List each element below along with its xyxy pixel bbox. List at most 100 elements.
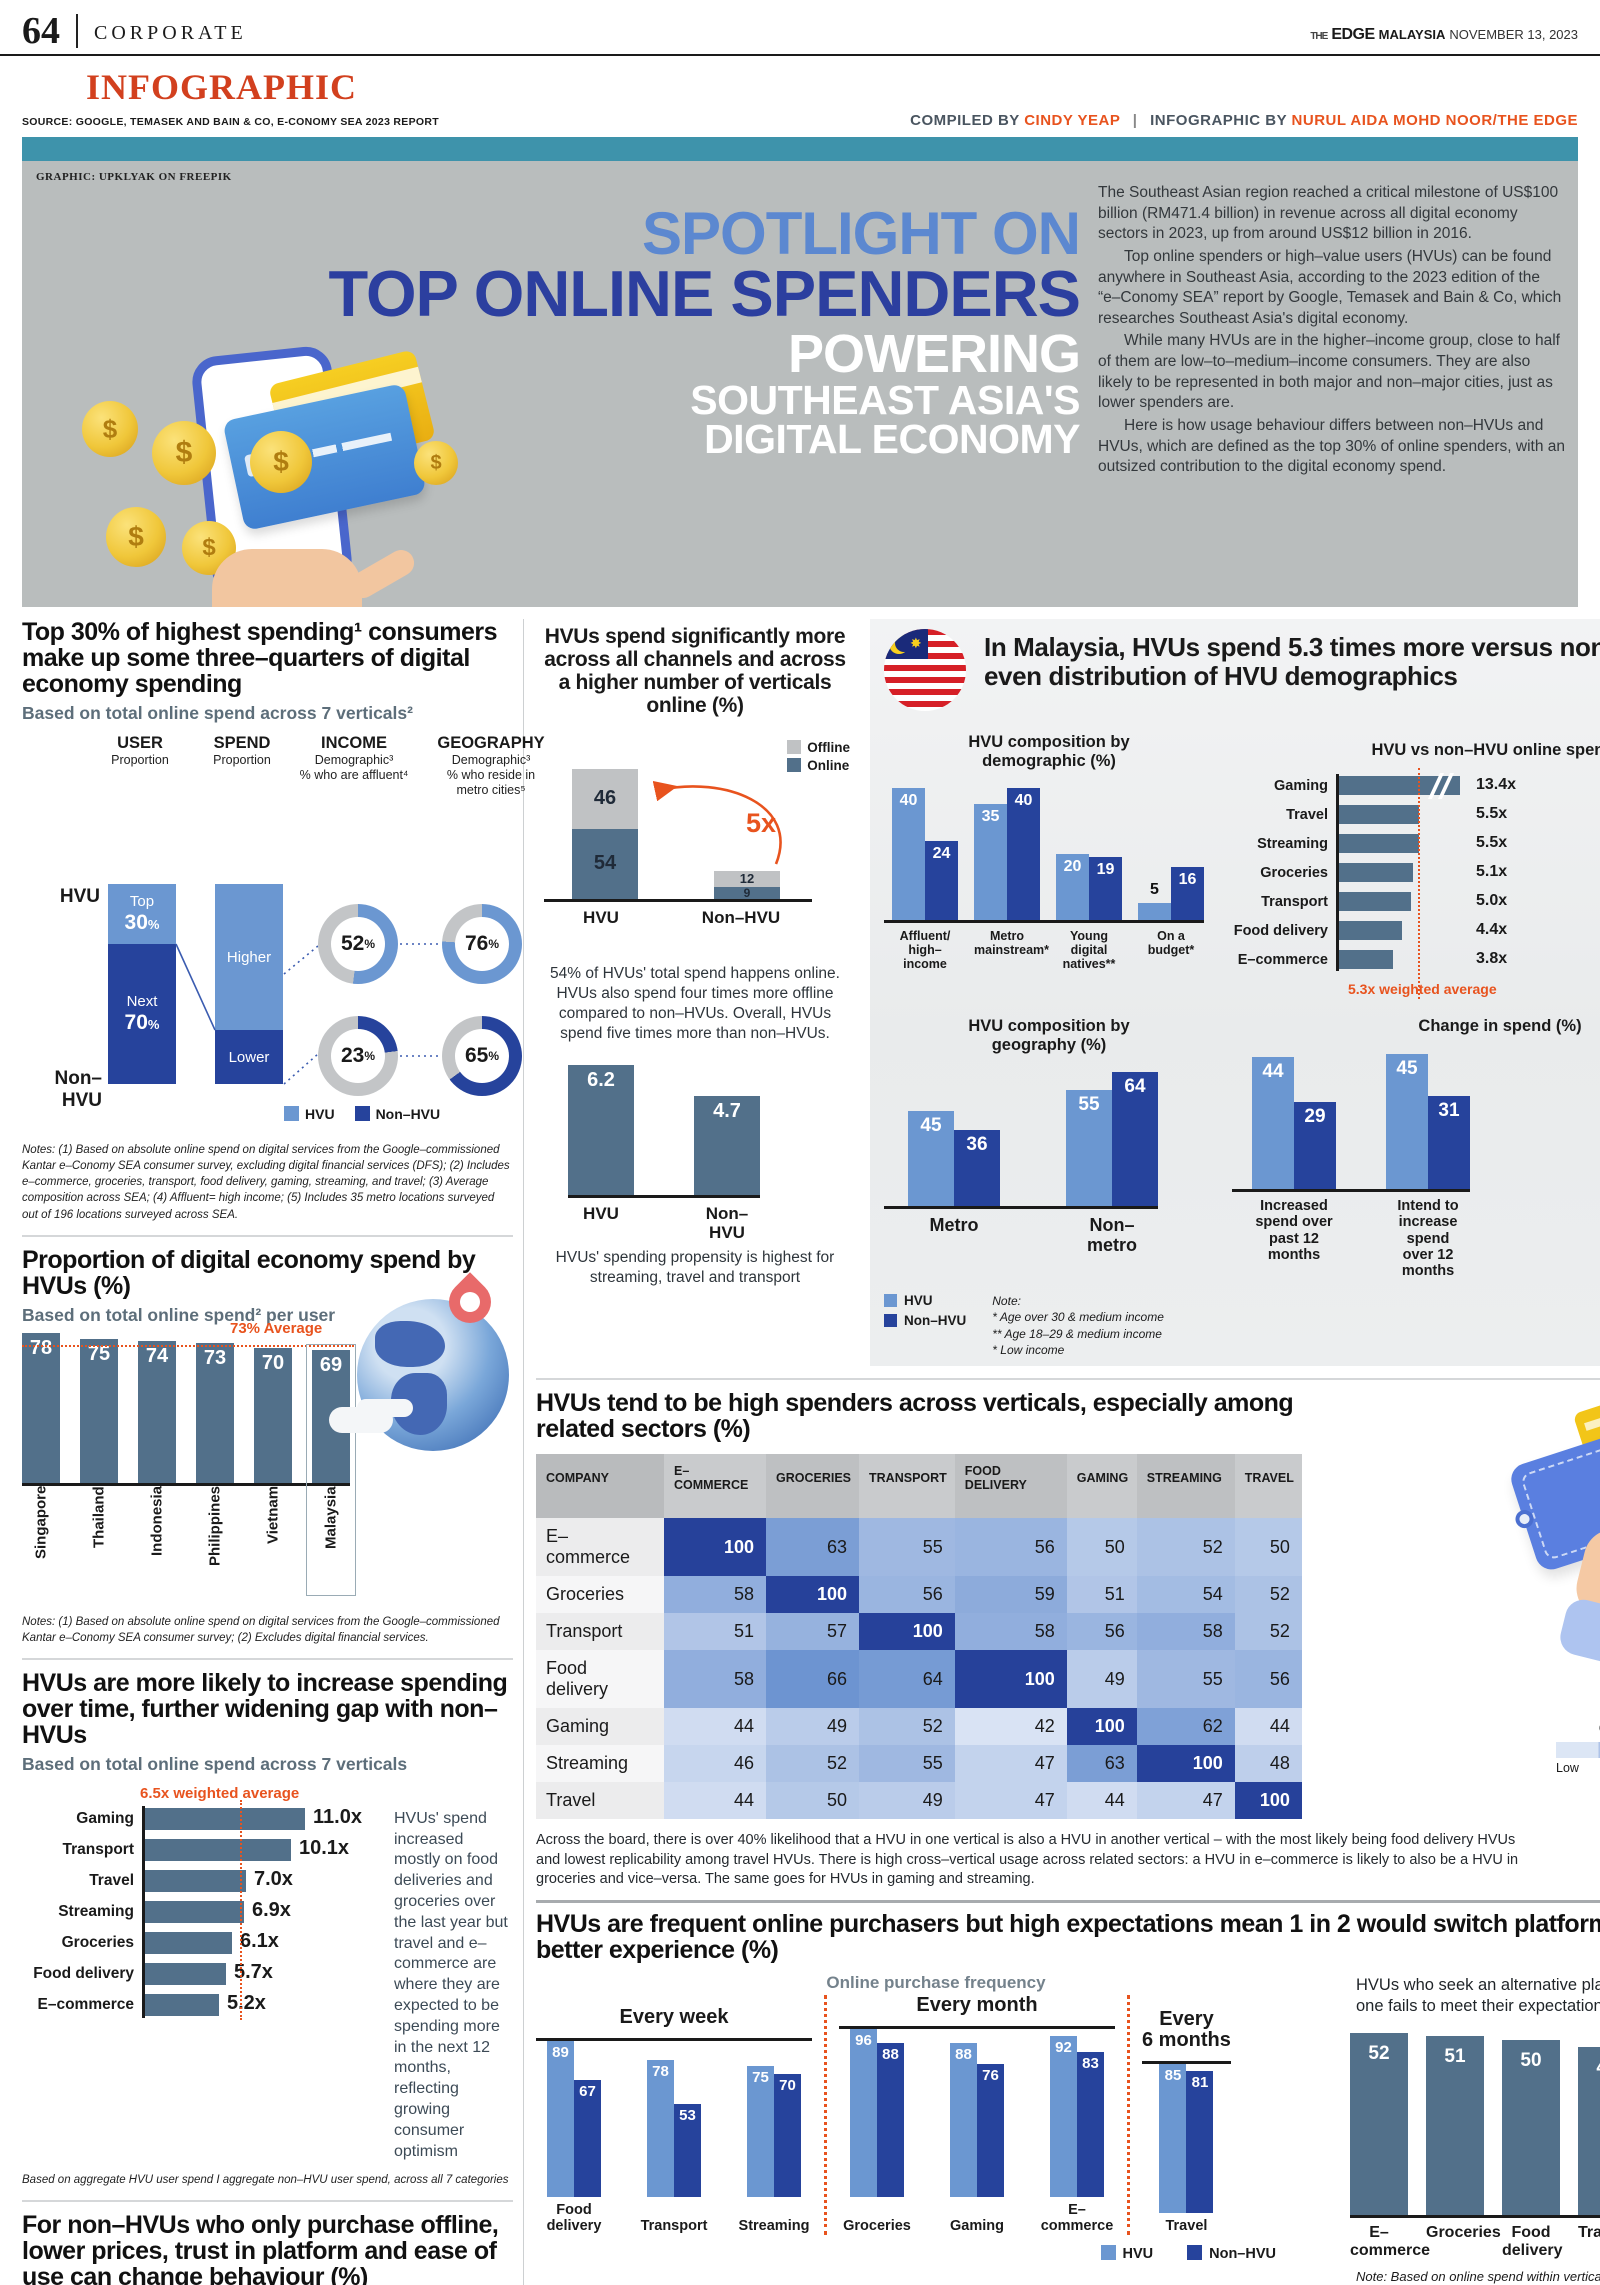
section-country-share: Proportion of digital economy spend by H… — [22, 1247, 513, 1646]
legend-swatch — [1187, 2244, 1203, 2260]
bar-label: Travel — [1286, 806, 1328, 823]
bar: 75 — [80, 1338, 118, 1483]
channels-body-text: 54% of HVUs' total spend happens online.… — [550, 964, 840, 1042]
label-line: over 12 months — [1401, 1246, 1455, 1280]
chart-title: HVU vs non–HVU online spend — [1371, 741, 1600, 760]
heat-cell: 100 — [664, 1518, 766, 1577]
note-line: ** Age 18–29 & medium income — [992, 1326, 1162, 1341]
section-footnote: Based on aggregate HVU user spend I aggr… — [22, 2174, 509, 2187]
malaysia-flag-icon: ✸ — [884, 629, 966, 712]
label-line: Affluent/ — [899, 929, 951, 944]
bar-value: 88 — [882, 2045, 899, 2063]
bar: 70 — [254, 1347, 292, 1483]
legend-swatch — [787, 758, 802, 773]
bar-pair: 96 88 — [839, 2028, 915, 2197]
row-label: Travel — [536, 1782, 664, 1820]
intro-paragraph: While many HVUs are in the higher–income… — [1098, 332, 1560, 412]
bar-value: 85 — [1164, 2066, 1182, 2084]
bar-segment: Lower — [215, 1030, 283, 1085]
heat-cell: 44 — [1234, 1708, 1302, 1746]
bar-value: 48 — [1578, 2057, 1600, 2079]
pair-bars: 96 88 — [839, 2028, 915, 2197]
bar-label: Travel — [89, 1871, 134, 1889]
bar-track: 7.0x — [142, 1868, 394, 1892]
section-subtitle: Based on total online spend across 7 ver… — [22, 1753, 408, 1774]
bar-value: 5.1x — [1476, 862, 1508, 880]
category-label: Gaming — [939, 2218, 1015, 2235]
bar-value: 92 — [1055, 2038, 1072, 2056]
offline-segment: 46 — [572, 768, 638, 829]
frequency-group: Every 6 months 85 81 Travel — [1142, 2008, 1231, 2235]
byline-row: SOURCE: GOOGLE, TEMASEK AND BAIN & CO, E… — [0, 110, 1600, 137]
bar-value: 89 — [552, 2043, 569, 2061]
heat-cell: 62 — [1136, 1708, 1235, 1746]
label-line: Young — [1070, 929, 1108, 944]
compiled-by: CINDY YEAP — [1024, 112, 1121, 130]
bar-label: HVU — [568, 1204, 634, 1242]
bar-label: Thailand — [90, 1485, 108, 1548]
bar — [1336, 834, 1419, 854]
note-line: * Low income — [992, 1342, 1065, 1357]
segment-label: Top — [129, 893, 155, 911]
section-malaysia: ✸ In Malaysia, HVUs spend 5.3 times more… — [870, 619, 1600, 1367]
malaysia-charts-row1: HVU composition by demographic (%) 40 24 3… — [884, 727, 1600, 1000]
legend: HVU Non–HVU — [284, 1106, 440, 1122]
bar-value: 4.7 — [713, 1100, 741, 1123]
bar-pair: 78 53 — [636, 2059, 712, 2197]
source-line: SOURCE: GOOGLE, TEMASEK AND BAIN & CO, E… — [22, 116, 439, 129]
percent-sign: % — [488, 1049, 500, 1064]
bar-value: 70 — [779, 2076, 796, 2094]
hbar-row: Travel 7.0x — [22, 1868, 394, 1892]
bar-track: 6.1x — [142, 1930, 394, 1954]
group-label: On a budget* — [1138, 929, 1204, 971]
section-channels: HVUs spend significantly more across all… — [536, 619, 862, 1366]
heat-cell: 100 — [1136, 1745, 1235, 1783]
hero-title-line1: SPOTLIGHT ON — [642, 200, 1081, 268]
credit-separator: | — [1132, 112, 1138, 130]
legend: HVU Non–HVU — [536, 2244, 1276, 2262]
label-line: mainstream* — [974, 943, 1050, 958]
bar-value: 88 — [955, 2045, 972, 2063]
legend-swatch — [884, 1294, 897, 1308]
bar — [142, 1962, 226, 1985]
heat-cell: 57 — [766, 1613, 860, 1651]
column-header: GAMING — [1066, 1454, 1137, 1519]
bar-track: 5.0x — [1336, 892, 1600, 912]
hbar-rows: Gaming 13.4x Travel 5.5x Streaming 5.5x Grocer… — [1228, 768, 1600, 1000]
segment-label: Higher — [226, 948, 272, 966]
bar-label: Transport — [1261, 893, 1328, 910]
chart-user-spend-split: USER Proportion SPEND Proportion INCOME Demog… — [22, 734, 545, 1132]
bar-segment: Higher — [215, 884, 283, 1031]
legend-item: Offline — [787, 740, 850, 755]
group-label: Increased spend over past 12 months — [1252, 1198, 1336, 1279]
column-header-label: SPEND — [213, 734, 271, 753]
heat-cell: 55 — [1136, 1650, 1235, 1709]
bar-value: 70 — [261, 1351, 285, 1374]
bar-value: 83 — [1082, 2054, 1099, 2072]
heat-cell: 48 — [1234, 1745, 1302, 1783]
bar-track: 3.8x — [1336, 950, 1600, 970]
bar-hvu: 35 — [974, 804, 1007, 921]
heat-cell: 100 — [954, 1650, 1067, 1709]
correlation-low: Low — [1556, 1761, 1579, 1776]
category-label: Travel — [1148, 2218, 1224, 2235]
heat-cell: 52 — [1234, 1576, 1302, 1614]
category-label: E–commerce — [1039, 2202, 1115, 2235]
correlation-legend: Correllation Low High — [1556, 1720, 1600, 1775]
verticals-bars: 6.2 4.7 HVU Non–HVU — [568, 1065, 760, 1242]
bar-hvu: 55 — [1066, 1090, 1112, 1207]
heatmap-table: COMPANY E–COMMERCE GROCERIES TRANSPORT FOOD … — [536, 1454, 1302, 1820]
bar-label: Transport — [62, 1840, 134, 1858]
heat-cell: 55 — [859, 1518, 955, 1577]
infographic-by: NURUL AIDA MOHD NOOR/THE EDGE — [1291, 112, 1578, 130]
group-separator-icon — [1127, 1994, 1130, 2235]
bar-label: Streaming — [1257, 835, 1328, 852]
intro-paragraph: Here is how usage behaviour differs betw… — [1098, 416, 1565, 476]
section-switch-platform: HVUs who seek an alternative platform wh… — [1350, 1969, 1600, 2284]
hbar-row: Groceries 6.1x — [22, 1930, 394, 1954]
table-row: Food delivery 58 66 64 100 49 55 56 — [536, 1650, 1302, 1709]
row-label: Food delivery — [536, 1650, 664, 1709]
chart-demographic: 40 24 35 40 20 19 5 16 Affluent/high– income Metro… — [884, 781, 1214, 971]
bar-value: 6.2 — [587, 1069, 615, 1092]
percent-sign: % — [147, 1016, 160, 1032]
